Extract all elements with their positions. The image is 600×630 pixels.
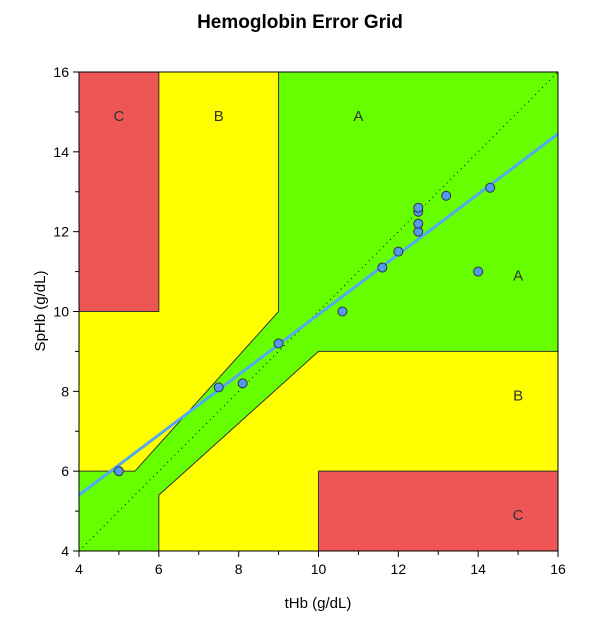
zone-label-1: B [214,108,224,125]
data-point-5 [377,262,388,273]
y-axis-label: SpHb (g/dL) [32,271,49,352]
zone-label-0: C [113,108,124,125]
regression-line [78,132,559,497]
data-point-8 [413,218,424,229]
zone-label-5: C [513,507,524,524]
y-tick-label-3: 10 [53,304,69,320]
data-point-6 [393,246,404,257]
zone-label-2: A [353,108,363,125]
x-tick-label-4: 12 [391,561,407,577]
data-point-1 [213,382,224,393]
data-point-10 [413,202,424,213]
x-tick-label-0: 4 [75,561,83,577]
data-point-3 [273,338,284,349]
y-tick-label-1: 6 [61,463,69,479]
x-tick-label-5: 14 [470,561,486,577]
data-point-13 [485,182,496,193]
data-point-11 [441,190,452,201]
x-axis-label: tHb (g/dL) [285,595,352,612]
chart-title: Hemoglobin Error Grid [197,12,403,33]
x-tick-label-6: 16 [550,561,566,577]
y-tick-label-5: 14 [53,144,69,160]
zone-label-4: B [513,387,523,404]
data-point-2 [237,378,248,389]
y-tick-label-2: 8 [61,383,69,399]
data-point-12 [473,266,484,277]
x-tick-label-2: 8 [235,561,243,577]
x-tick-label-3: 10 [311,561,327,577]
x-tick-label-1: 6 [155,561,163,577]
y-tick-label-6: 16 [53,64,69,80]
zone-label-3: A [513,268,523,285]
y-tick-label-4: 12 [53,224,69,240]
data-point-4 [337,306,348,317]
data-point-0 [113,466,124,477]
y-tick-label-0: 4 [61,543,69,559]
